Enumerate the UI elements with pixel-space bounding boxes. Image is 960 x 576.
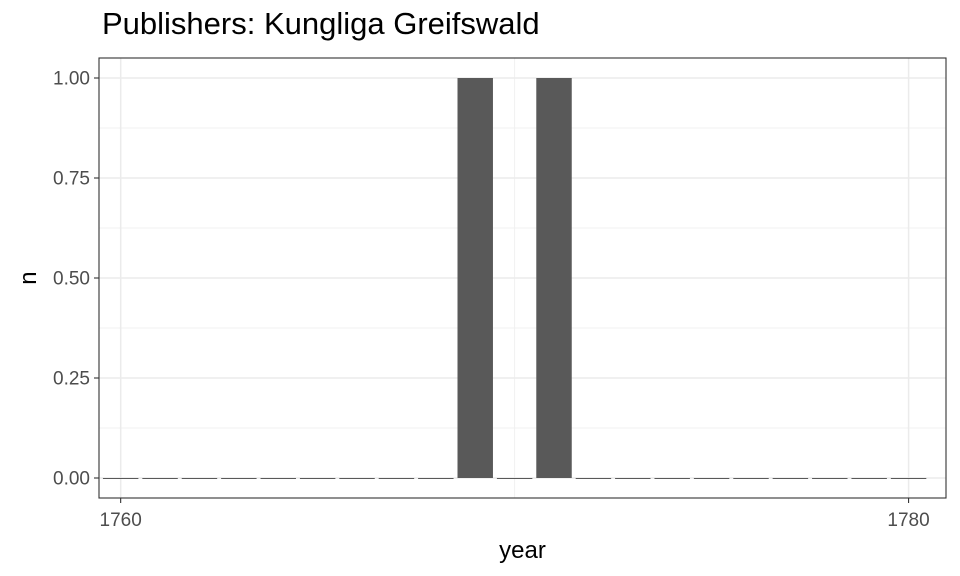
y-tick-label: 0.75: [53, 169, 90, 190]
bar: [812, 478, 848, 479]
bar: [142, 478, 178, 479]
x-tick-label: 1780: [887, 510, 929, 531]
bar: [733, 478, 769, 479]
bar: [693, 478, 730, 479]
x-axis: 1760 1780: [100, 498, 930, 531]
y-tick-label: 0.50: [53, 269, 90, 290]
bar: [536, 78, 572, 478]
bar: [772, 478, 809, 479]
bar: [378, 478, 415, 479]
bar: [299, 478, 336, 479]
bar: [457, 78, 493, 478]
bar: [181, 478, 218, 479]
bar: [851, 478, 887, 479]
bar: [102, 478, 139, 479]
y-tick-label: 0.00: [53, 469, 90, 490]
grid-major: [99, 58, 946, 498]
y-tick-label: 1.00: [53, 69, 90, 90]
bar: [575, 478, 612, 479]
bar: [418, 478, 454, 479]
bar: [260, 478, 296, 479]
chart-title: Publishers: Kungliga Greifswald: [102, 6, 540, 41]
x-tick-label: 1760: [100, 510, 142, 531]
bar: [654, 478, 690, 479]
grid-minor: [99, 58, 946, 498]
y-tick-label: 0.25: [53, 369, 90, 390]
bar: [496, 478, 533, 479]
bars: [102, 78, 927, 479]
y-axis: 0.00 0.25 0.50 0.75 1.00: [53, 69, 99, 490]
bar: [221, 478, 257, 479]
y-axis-title: n: [15, 271, 42, 284]
bar: [890, 478, 927, 479]
bar: [615, 478, 651, 479]
bar: [339, 478, 375, 479]
x-axis-title: year: [499, 537, 546, 564]
